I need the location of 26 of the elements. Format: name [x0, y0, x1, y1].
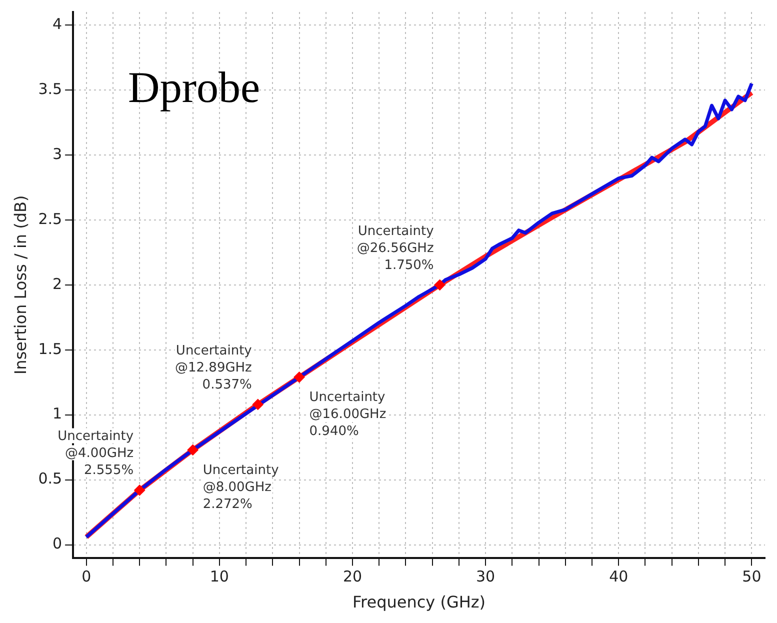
annotation: Uncertainty @16.00GHz 0.940%: [309, 390, 386, 440]
y-tick-label: 1.5: [38, 340, 62, 358]
point: [434, 279, 446, 290]
annotation: Dprobe: [128, 63, 260, 112]
annotation: Uncertainty @26.56GHz 1.750%: [356, 224, 434, 273]
x-tick-label: 20: [342, 568, 362, 586]
annotation: Uncertainty @12.89GHz 0.537%: [174, 343, 252, 392]
point: [134, 484, 146, 496]
point: [187, 444, 198, 456]
x-tick-label: 10: [210, 568, 229, 586]
y-tick-label: 2: [52, 274, 62, 293]
y-tick-label: 3.5: [38, 80, 62, 98]
annotation: Uncertainty @8.00GHz 2.272%: [202, 462, 280, 512]
x-tick-label: 30: [476, 568, 496, 586]
y-tick-label: 1: [52, 404, 62, 423]
x-tick-label: 50: [742, 568, 762, 586]
point: [252, 398, 264, 410]
x-axis-title: Frequency (GHz): [352, 592, 486, 612]
y-tick-label: 2.5: [38, 210, 62, 228]
point: [294, 372, 305, 383]
y-tick-label: 4: [52, 14, 62, 33]
y-tick-label: 0: [52, 534, 62, 553]
y-axis-title: Insertion Loss / in (dB): [10, 195, 30, 375]
x-tick-label: 0: [82, 568, 92, 586]
y-tick-label: 3: [52, 144, 62, 163]
x-tick-label: 40: [609, 568, 628, 586]
